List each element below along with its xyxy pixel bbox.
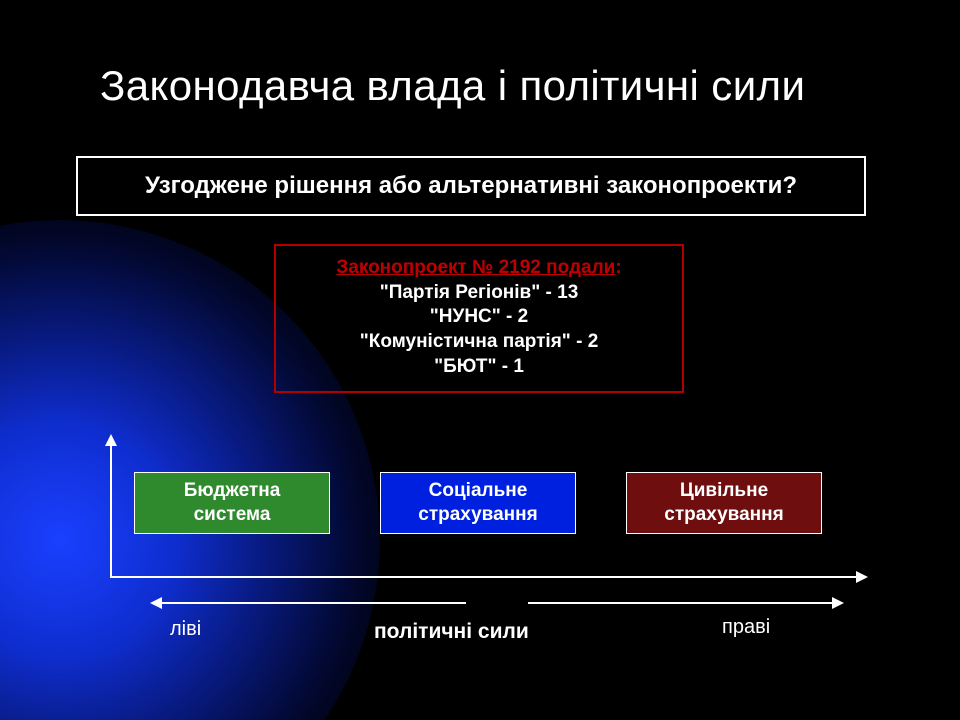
- option-label: Бюджетна: [184, 480, 281, 501]
- bill-item: "Партія Регіонів" - 13: [288, 281, 670, 306]
- bill-title: Законопроект № 2192 подали: [336, 257, 615, 278]
- bill-item: "Комуністична партія" - 2: [288, 330, 670, 355]
- bill-item: "БЮТ" - 1: [288, 355, 670, 380]
- subtitle-text: Узгоджене рішення або альтернативні зако…: [145, 172, 797, 199]
- axis-x-arrowhead: [856, 571, 868, 583]
- option-label: страхування: [418, 504, 537, 525]
- arrow-right-line: [528, 602, 832, 604]
- option-label: Соціальне: [429, 480, 528, 501]
- option-social: Соціальне страхування: [380, 472, 576, 534]
- arrow-left-line: [162, 602, 466, 604]
- bill-list: "Партія Регіонів" - 13 "НУНС" - 2 "Комун…: [288, 281, 670, 380]
- bill-box: Законопроект № 2192 подали: "Партія Регі…: [274, 244, 684, 393]
- slide-stage: Законодавча влада і політичні сили Узгод…: [0, 0, 960, 720]
- option-label: страхування: [664, 504, 783, 525]
- arrow-right-head: [832, 597, 844, 609]
- option-label: система: [194, 504, 271, 525]
- slide-title: Законодавча влада і політичні сили: [100, 62, 880, 110]
- axis-x: [110, 576, 856, 578]
- subtitle-box: Узгоджене рішення або альтернативні зако…: [76, 156, 866, 216]
- bill-colon: :: [615, 257, 621, 278]
- option-civil: Цивільне страхування: [626, 472, 822, 534]
- axis-y-arrowhead: [105, 434, 117, 446]
- bill-title-line: Законопроект № 2192 подали:: [288, 256, 670, 281]
- label-right: праві: [722, 616, 770, 639]
- option-label: Цивільне: [680, 480, 768, 501]
- axis-y: [110, 444, 112, 576]
- arrow-left-head: [150, 597, 162, 609]
- option-budget: Бюджетна система: [134, 472, 330, 534]
- label-center: політичні сили: [374, 620, 529, 644]
- label-left: ліві: [170, 618, 201, 641]
- bill-item: "НУНС" - 2: [288, 305, 670, 330]
